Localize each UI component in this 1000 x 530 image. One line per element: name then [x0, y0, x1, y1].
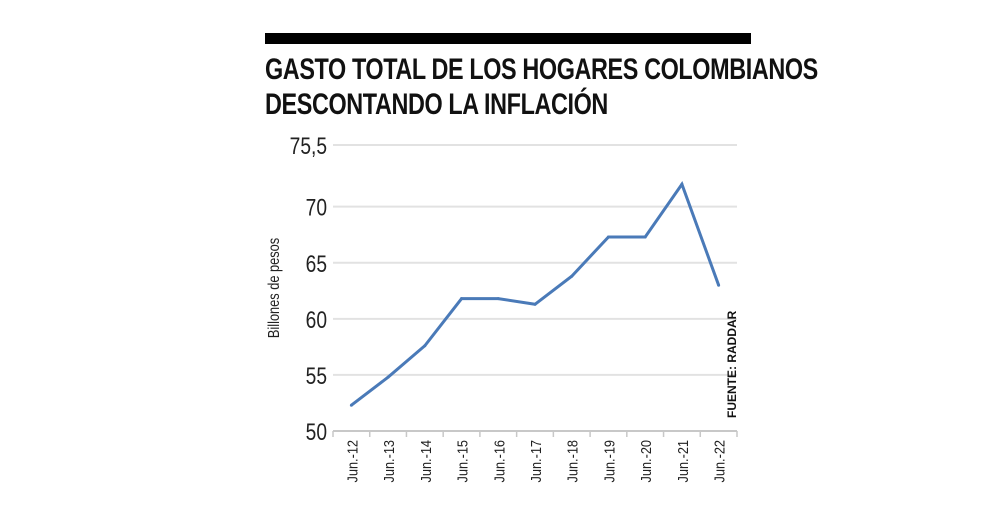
data-point — [717, 283, 721, 287]
x-tick-label: Jun.-15 — [454, 440, 471, 483]
data-point — [643, 235, 647, 239]
y-tick-label: 50 — [306, 418, 327, 446]
y-axis-label: Billones de pesos — [266, 238, 284, 338]
x-tick-label: Jun.-14 — [417, 440, 434, 483]
chart-subtitle: DESCONTANDO LA INFLACIÓN — [265, 88, 608, 121]
x-tick-label: Jun.-16 — [490, 440, 507, 483]
source-note: FUENTE: RADDAR — [725, 310, 739, 418]
y-tick-label: 70 — [306, 194, 327, 222]
data-point — [680, 182, 684, 186]
data-point — [496, 297, 500, 301]
data-point — [423, 344, 427, 348]
y-tick-label: 60 — [306, 306, 327, 334]
y-tick-label: 65 — [306, 250, 327, 278]
data-point — [460, 297, 464, 301]
x-tick-label: Jun.-22 — [711, 440, 728, 483]
data-point — [533, 302, 537, 306]
y-tick-label: 75,5 — [290, 132, 327, 160]
x-tick-label: Jun.-19 — [600, 440, 617, 483]
y-tick-label: 55 — [306, 362, 327, 390]
x-tick-label: Jun.-18 — [564, 440, 581, 483]
data-point — [570, 274, 574, 278]
data-line — [350, 181, 721, 407]
data-point — [349, 403, 353, 407]
x-tick-label: Jun.-13 — [380, 440, 397, 483]
data-point — [606, 235, 610, 239]
title-bar-decoration — [265, 33, 751, 44]
data-point — [386, 375, 390, 379]
x-tick-label: Jun.-12 — [343, 440, 360, 483]
x-tick-label: Jun.-20 — [637, 440, 654, 483]
x-tick-label: Jun.-17 — [527, 440, 544, 483]
x-tick-label: Jun.-21 — [674, 440, 691, 483]
chart-title: GASTO TOTAL DE LOS HOGARES COLOMBIANOS — [265, 53, 818, 86]
